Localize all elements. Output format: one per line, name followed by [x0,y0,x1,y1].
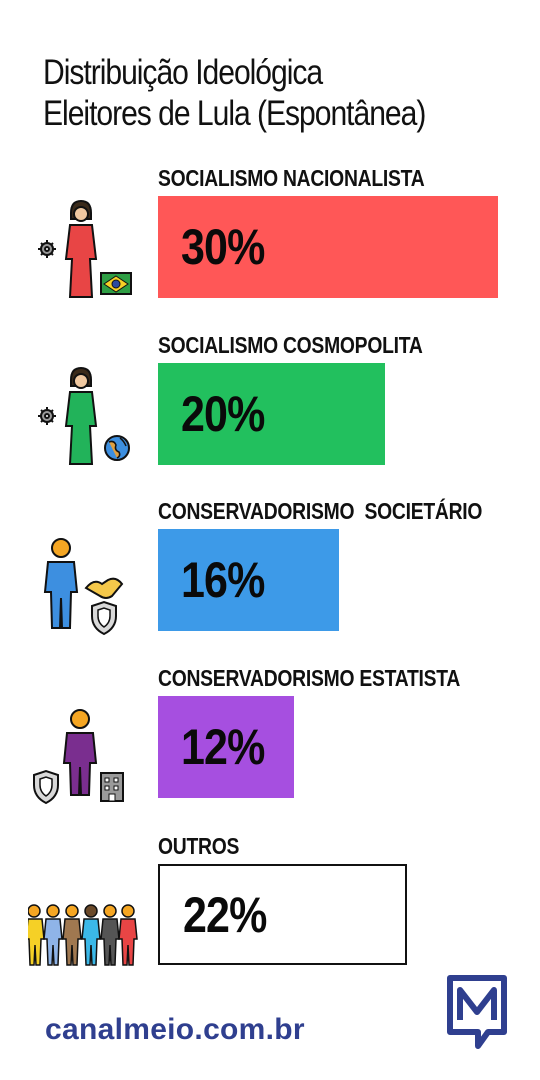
bar-value-label: 16% [181,552,265,608]
chart-title: Distribuição Ideológica Eleitores de Lul… [43,52,426,134]
bar-outros: 22% [158,864,408,965]
bar-value-label: 30% [181,219,265,275]
chart-title-line-1: Distribuição Ideológica [43,53,323,92]
woman-with-gear-and-brazil-flag-icon [38,199,132,298]
bar-socialismo-nacionalista: 30% [158,196,498,298]
bar-conservadorismo-societario: 16% [158,529,340,631]
chart-row-socialismo-nacionalista: SOCIALISMO NACIONALISTA 30% [0,165,540,325]
bar-value-label: 20% [181,386,265,442]
chart-row-conservadorismo-societario: CONSERVADORISMO SOCIETÁRIO 16% [0,498,540,658]
chart-title-line-2: Eleitores de Lula (Espontânea) [43,94,426,133]
woman-with-gear-and-globe-icon [38,366,130,465]
category-label: SOCIALISMO COSMOPOLITA [158,332,423,358]
meio-logo-icon [447,975,507,1049]
bar-conservadorismo-estatista: 12% [158,696,294,798]
category-label: CONSERVADORISMO SOCIETÁRIO [158,498,483,524]
bar-value-label: 12% [181,719,265,775]
category-label: SOCIALISMO NACIONALISTA [158,165,425,191]
chart-row-outros: OUTROS 22% [0,833,540,993]
man-with-shield-and-building-icon [33,709,124,805]
chart-row-socialismo-cosmopolita: SOCIALISMO COSMOPOLITA 20% [0,332,540,492]
bar-value-label: 22% [183,886,267,943]
footer-site-link[interactable]: canalmeio.com.br [45,1013,305,1046]
category-label: CONSERVADORISMO ESTATISTA [158,665,461,691]
category-label: OUTROS [158,833,240,859]
chart-row-conservadorismo-estatista: CONSERVADORISMO ESTATISTA 12% [0,665,540,825]
group-of-people-icon [28,904,138,966]
man-with-handshake-and-shield-icon [43,538,124,636]
bar-socialismo-cosmopolita: 20% [158,363,385,465]
